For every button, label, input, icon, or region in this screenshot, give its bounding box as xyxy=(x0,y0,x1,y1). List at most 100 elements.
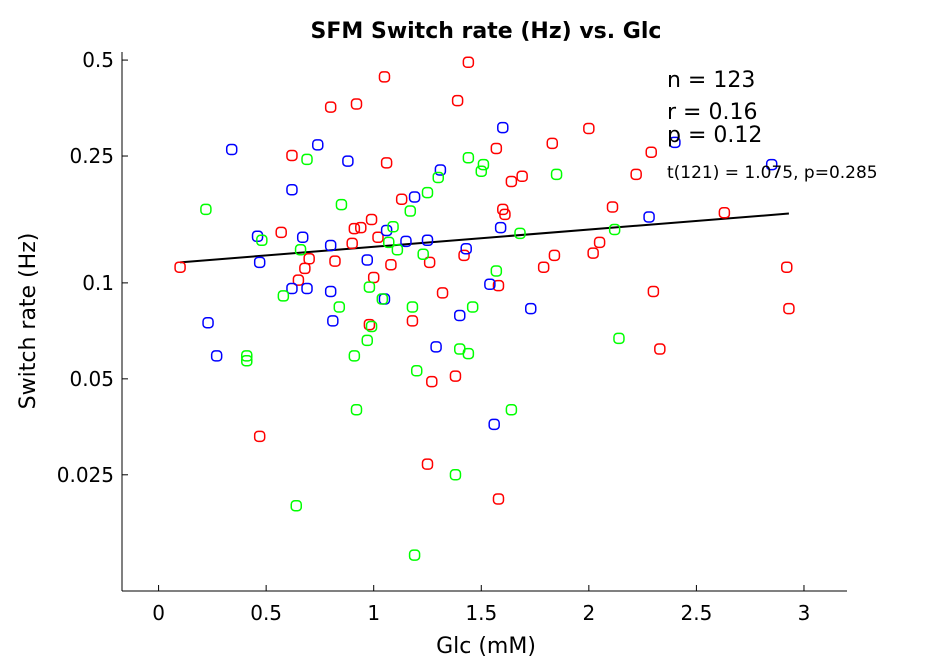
data-point xyxy=(387,220,399,233)
data-point xyxy=(454,309,466,322)
data-point xyxy=(365,320,378,333)
data-point xyxy=(550,168,563,181)
data-point xyxy=(406,315,419,327)
data-point xyxy=(426,375,438,388)
data-point xyxy=(421,186,434,199)
x-tick-label: 3 xyxy=(798,601,811,625)
fit-line-layer xyxy=(180,212,789,264)
data-point xyxy=(449,469,462,481)
data-point xyxy=(654,343,666,355)
stat-p: p = 0.12 xyxy=(667,123,762,148)
data-point xyxy=(462,151,475,164)
y-tick-label: 0.025 xyxy=(57,463,114,487)
data-point xyxy=(497,121,509,134)
data-point xyxy=(210,350,223,362)
data-point xyxy=(253,430,266,443)
data-point xyxy=(301,153,313,166)
data-point xyxy=(391,244,404,256)
data-point xyxy=(286,149,298,162)
y-tick-label: 0.1 xyxy=(82,271,114,295)
x-tick-label: 2 xyxy=(582,601,595,625)
data-point xyxy=(514,227,526,240)
data-point xyxy=(608,223,621,236)
data-point xyxy=(490,265,503,277)
data-point xyxy=(593,236,606,249)
data-point xyxy=(765,158,778,171)
data-point xyxy=(458,249,470,262)
x-tick-label: 2.5 xyxy=(681,601,713,625)
data-point xyxy=(365,213,378,226)
data-point xyxy=(423,256,436,269)
data-point xyxy=(378,71,391,83)
data-point xyxy=(643,211,655,223)
data-point xyxy=(781,261,793,273)
data-point xyxy=(492,279,505,292)
data-point xyxy=(583,122,595,135)
data-point xyxy=(383,236,395,249)
tick-labels-layer: 0 0.5 1 1.5 2 2.5 3 0.025 0.05 0.1 0.25 0.5 xyxy=(57,48,811,625)
data-point xyxy=(348,350,361,362)
data-point xyxy=(342,155,354,167)
data-point xyxy=(324,239,337,252)
data-point xyxy=(436,287,449,299)
data-point xyxy=(477,158,490,171)
data-point xyxy=(537,261,550,273)
data-point xyxy=(174,261,186,273)
data-point xyxy=(505,175,518,188)
data-point xyxy=(256,234,268,247)
data-point xyxy=(432,171,444,184)
data-point xyxy=(406,301,419,313)
data-point xyxy=(645,146,657,158)
data-point xyxy=(301,282,313,295)
data-point xyxy=(363,318,376,331)
data-point xyxy=(350,403,363,416)
data-point xyxy=(451,94,464,107)
data-point xyxy=(225,143,238,156)
data-point xyxy=(490,142,503,155)
data-point xyxy=(275,226,287,239)
data-point xyxy=(606,201,619,213)
data-point xyxy=(385,258,397,271)
y-tick-label: 0.25 xyxy=(69,144,114,168)
plot-axes xyxy=(121,52,847,592)
data-point xyxy=(613,332,625,345)
stat-n: n = 123 xyxy=(667,68,755,93)
data-point xyxy=(299,262,311,275)
data-point xyxy=(462,56,475,69)
stat-r: r = 0.16 xyxy=(667,100,757,125)
data-point xyxy=(290,499,303,512)
x-tick-label: 0.5 xyxy=(250,601,282,625)
data-point xyxy=(718,206,731,219)
data-point xyxy=(294,244,307,256)
data-point xyxy=(363,281,376,293)
data-point xyxy=(277,290,290,302)
data-points-layer xyxy=(174,56,795,561)
data-point xyxy=(488,418,500,431)
data-point xyxy=(647,285,660,298)
data-point xyxy=(367,271,380,284)
data-point xyxy=(525,302,537,315)
data-point xyxy=(355,221,367,234)
data-point xyxy=(505,403,518,416)
data-point xyxy=(546,137,559,150)
data-point xyxy=(783,302,795,315)
data-point xyxy=(361,254,374,266)
data-point xyxy=(404,205,417,217)
x-tick-label: 1 xyxy=(367,601,380,625)
data-point xyxy=(466,301,479,313)
data-point xyxy=(286,282,298,295)
data-point xyxy=(335,198,348,211)
data-point xyxy=(296,231,309,244)
data-point xyxy=(587,247,599,259)
data-point xyxy=(346,237,358,250)
data-point xyxy=(494,221,507,234)
data-point xyxy=(421,458,434,470)
data-point xyxy=(333,301,346,313)
data-point xyxy=(324,101,337,113)
regression-line xyxy=(180,212,789,264)
data-point xyxy=(430,341,442,353)
data-point xyxy=(434,164,447,176)
x-tick-label: 1.5 xyxy=(465,601,497,625)
data-point xyxy=(410,365,423,377)
